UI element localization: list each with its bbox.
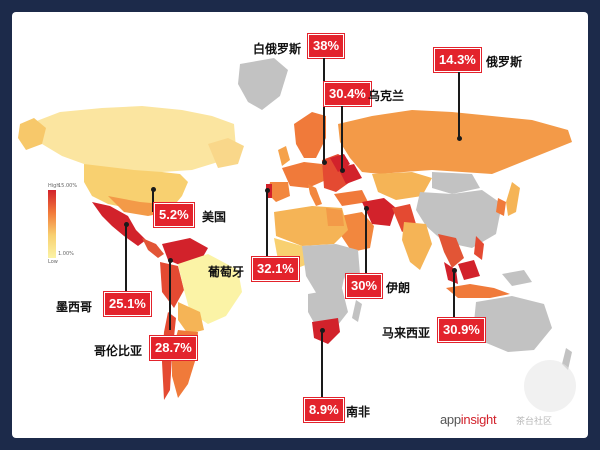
legend-high-label: High <box>48 183 60 189</box>
brand-prefix: app <box>440 412 461 427</box>
russia <box>338 110 572 174</box>
leader-line-ukraine <box>341 106 343 170</box>
new-guinea <box>502 270 532 286</box>
italy <box>308 184 322 206</box>
uk <box>278 146 290 166</box>
country-name-iran: 伊朗 <box>386 281 411 295</box>
country-name-south-africa: 南非 <box>346 405 371 419</box>
belarus <box>330 154 350 172</box>
canada-east <box>208 138 244 168</box>
leader-dot-colombia <box>168 258 173 263</box>
slide: High 15.00% Low 1.00% 白俄罗斯 38% 30.4% 乌克兰… <box>12 12 588 438</box>
indonesia <box>446 284 510 298</box>
bolivia-paraguay <box>178 302 204 334</box>
borneo <box>458 260 480 280</box>
brand-accent: insight <box>460 412 497 427</box>
brand-logo: appinsight <box>440 412 497 427</box>
leader-dot-south-africa <box>320 328 325 333</box>
color-scale-legend: High 15.00% Low 1.00% <box>48 183 88 265</box>
iberia <box>268 182 290 202</box>
south-africa <box>312 318 340 344</box>
mexico <box>92 202 146 246</box>
madagascar <box>352 300 362 322</box>
usa <box>84 164 188 212</box>
country-name-ukraine: 乌克兰 <box>368 89 405 103</box>
egypt <box>326 208 344 226</box>
mongolia <box>432 172 480 194</box>
value-badge-portugal: 32.1% <box>252 257 299 281</box>
value-badge-colombia: 28.7% <box>150 336 197 360</box>
iran <box>362 198 396 226</box>
australia <box>474 296 552 352</box>
leader-dot-mexico <box>124 222 129 227</box>
value-badge-belarus: 38% <box>308 34 345 58</box>
leader-dot-belarus <box>322 160 327 165</box>
central-africa <box>302 244 348 296</box>
country-name-colombia: 哥伦比亚 <box>94 344 143 358</box>
leader-line-malaysia <box>453 272 455 318</box>
leader-line-usa <box>152 190 154 212</box>
legend-low-value: 1.00% <box>58 251 74 257</box>
watermark-text: 茶台社区 <box>516 417 553 427</box>
leader-line-colombia <box>169 262 171 330</box>
watermark-emblem <box>524 360 576 412</box>
value-badge-usa: 5.2% <box>154 203 194 227</box>
japan <box>506 182 520 216</box>
leader-dot-ukraine <box>340 168 345 173</box>
canada <box>34 106 236 172</box>
value-badge-mexico: 25.1% <box>104 292 151 316</box>
leader-dot-russia <box>457 136 462 141</box>
western-europe <box>282 162 326 188</box>
color-scale-bar <box>48 190 56 258</box>
leader-line-iran <box>365 210 367 274</box>
country-name-mexico: 墨西哥 <box>56 300 93 314</box>
indochina <box>438 234 464 268</box>
value-badge-iran: 30% <box>346 274 383 298</box>
country-name-belarus: 白俄罗斯 <box>253 42 302 56</box>
leader-line-south-africa <box>321 332 323 398</box>
watermark: 茶台社区 <box>516 358 580 430</box>
china <box>416 190 502 248</box>
leader-line-portugal <box>266 192 268 258</box>
country-name-portugal: 葡萄牙 <box>208 265 245 279</box>
leader-dot-usa <box>151 187 156 192</box>
philippines <box>474 236 484 260</box>
value-badge-ukraine: 30.4% <box>324 82 371 106</box>
value-badge-south-africa: 8.9% <box>304 398 344 422</box>
value-badge-russia: 14.3% <box>434 48 481 72</box>
peru-ecuador <box>160 262 184 308</box>
turkey <box>334 190 368 206</box>
alaska <box>18 118 46 150</box>
kazakhstan <box>372 172 432 200</box>
greenland <box>238 58 288 110</box>
legend-high-value: 15.00% <box>58 183 78 189</box>
leader-dot-malaysia <box>452 268 457 273</box>
central-america <box>142 238 164 258</box>
leader-line-russia <box>458 72 460 138</box>
country-name-malaysia: 马来西亚 <box>382 326 431 340</box>
world-map <box>18 58 572 400</box>
scandinavia <box>294 112 326 158</box>
country-name-usa: 美国 <box>202 210 227 224</box>
country-name-russia: 俄罗斯 <box>486 55 523 69</box>
brazil <box>178 254 242 324</box>
leader-line-belarus <box>323 58 325 162</box>
leader-dot-portugal <box>265 188 270 193</box>
leader-dot-iran <box>364 206 369 211</box>
korea <box>496 198 506 216</box>
india <box>402 222 432 270</box>
legend-low-label: Low <box>48 259 58 265</box>
value-badge-malaysia: 30.9% <box>438 318 485 342</box>
leader-line-mexico <box>125 226 127 292</box>
